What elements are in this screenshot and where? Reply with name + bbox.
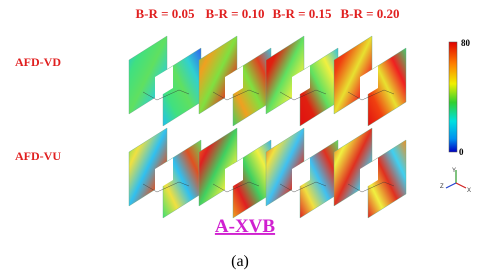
colorbar-min: 0 — [459, 147, 464, 157]
column-header: B-R = 0.10 — [205, 6, 264, 21]
axes-triad: Y Z X — [440, 168, 471, 194]
contour-plot — [198, 127, 272, 219]
column-header: B-R = 0.05 — [135, 6, 195, 21]
contour-plot — [128, 35, 202, 127]
axis-label: Y — [452, 168, 456, 174]
caption: (a) — [231, 253, 249, 270]
axis-label: Z — [440, 184, 444, 190]
contour-plot — [333, 127, 407, 219]
row-label: AFD-VU — [15, 149, 61, 163]
contour-plot — [128, 127, 202, 219]
colorbar — [448, 41, 458, 153]
contour-plot — [265, 127, 339, 219]
figure-title: A-XVB — [215, 216, 275, 237]
contour-plot — [333, 35, 407, 127]
row-label: AFD-VD — [15, 55, 61, 69]
contour-plot — [265, 35, 339, 127]
contour-plots — [128, 35, 407, 219]
column-header: B-R = 0.15 — [272, 6, 332, 21]
colorbar-max: 80 — [461, 38, 471, 48]
axis-label: X — [467, 188, 471, 194]
column-header: B-R = 0.20 — [340, 6, 399, 21]
contour-plot — [198, 35, 272, 127]
